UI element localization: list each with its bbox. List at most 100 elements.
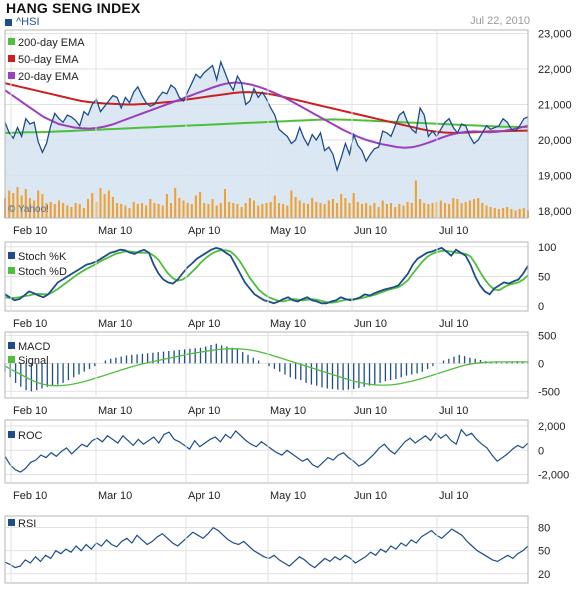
volume-bar [497, 209, 500, 218]
volume-bar [132, 202, 135, 218]
volume-bar [228, 202, 231, 218]
roc-line [4, 428, 529, 473]
volume-bar [444, 203, 446, 218]
volume-bar [186, 203, 189, 218]
volume-bar [410, 203, 413, 218]
macd-y-tick-label: 500 [538, 330, 556, 342]
signal-line [4, 348, 528, 387]
volume-bar [365, 203, 368, 218]
price-x-tick-label: Apr 10 [188, 225, 220, 237]
volume-bar [506, 207, 509, 218]
volume-bar [170, 203, 172, 218]
volume-bar [190, 204, 193, 218]
volume-bar [136, 204, 139, 218]
stoch-k-line [4, 246, 529, 305]
macd-legend-label: Signal [18, 355, 49, 367]
rsi-legend-label: RSI [18, 518, 36, 530]
volume-bar [207, 204, 210, 218]
volume-bar [66, 205, 69, 218]
volume-bar [74, 203, 77, 218]
volume-bar [390, 203, 392, 218]
volume-bar [58, 200, 60, 218]
macd-legend-label: MACD [18, 341, 50, 353]
volume-bar [278, 203, 280, 218]
volume-bar [236, 204, 239, 218]
volume-bar [82, 208, 85, 218]
volume-bar [381, 200, 384, 218]
roc-x-tick-label: Apr 10 [188, 490, 220, 502]
volume-bar [240, 207, 243, 218]
volume-bar [331, 199, 334, 218]
volume-bar [203, 203, 206, 218]
volume-bar [149, 199, 152, 218]
volume-bar [41, 194, 44, 218]
volume-bar [78, 204, 81, 218]
volume-bar [141, 203, 143, 218]
price-legend-label: 200-day EMA [18, 37, 85, 49]
price-legend-label: 20-day EMA [18, 71, 79, 83]
volume-bar [286, 205, 289, 218]
volume-bar [87, 199, 89, 218]
volume-bar [70, 207, 73, 218]
volume-bar [369, 205, 372, 218]
roc-legend-swatch [8, 431, 15, 438]
chart-date: Jul 22, 2010 [470, 15, 530, 27]
roc-y-tick-label: 2,000 [538, 421, 566, 433]
volume-bar [518, 209, 521, 218]
volume-bar [340, 194, 343, 218]
volume-bar [352, 193, 355, 218]
volume-bar [377, 207, 380, 218]
price-x-tick-label: Jun 10 [354, 225, 387, 237]
volume-bar [431, 203, 434, 218]
volume-bar [265, 203, 268, 218]
volume-bar [16, 187, 19, 218]
price-x-tick-label: Jul 10 [439, 225, 468, 237]
macd-x-tick-label: Feb 10 [13, 405, 47, 417]
rsi-y-tick-label: 80 [538, 523, 550, 535]
volume-bar [178, 198, 181, 218]
price-area [5, 61, 528, 219]
stoch-frame [4, 241, 529, 312]
volume-bar [248, 198, 251, 218]
volume-bar [37, 190, 40, 218]
volume-bar [290, 190, 293, 218]
roc-x-tick-label: Jul 10 [439, 490, 468, 502]
volume-bar [460, 203, 463, 218]
price-line [4, 59, 529, 173]
stoch-y-tick-label: 100 [538, 242, 556, 254]
volume-bar [319, 203, 322, 218]
volume-bar [344, 198, 347, 218]
volume-bar [493, 208, 496, 218]
volume-bar [53, 204, 56, 218]
symbol-legend: ^HSI [5, 16, 40, 28]
stoch-d-line [4, 249, 529, 304]
volume-bar [103, 194, 106, 218]
volume-bar [157, 204, 160, 218]
volume-bar [12, 193, 15, 218]
volume-bar [294, 197, 297, 218]
volume-bar [298, 200, 301, 218]
price-y-tick-label: 23,000 [538, 29, 572, 41]
stoch-legend-swatch [8, 252, 15, 259]
volume-bar [182, 200, 185, 218]
volume-bar [514, 210, 517, 218]
volume-bar [423, 203, 426, 218]
volume-bar [323, 204, 326, 218]
volume-bar [161, 205, 164, 218]
volume-bar [49, 202, 52, 218]
volume-bar [302, 203, 305, 218]
volume-bar [394, 207, 397, 218]
volume-bar [336, 203, 339, 218]
volume-bar [456, 199, 459, 218]
volume-bar [116, 203, 119, 218]
chart-title: HANG SENG INDEX [6, 0, 141, 16]
stoch-x-tick-label: Mar 10 [98, 318, 132, 330]
stoch-x-tick-label: Apr 10 [188, 318, 220, 330]
stoch-legend-label: Stoch %D [18, 266, 67, 278]
volume-bar [273, 195, 276, 218]
volume-bar [244, 203, 247, 218]
volume-bar [257, 205, 260, 218]
price-y-tick-label: 22,000 [538, 64, 572, 76]
macd-legend-swatch [8, 356, 15, 363]
rsi-legend-swatch [8, 519, 15, 526]
